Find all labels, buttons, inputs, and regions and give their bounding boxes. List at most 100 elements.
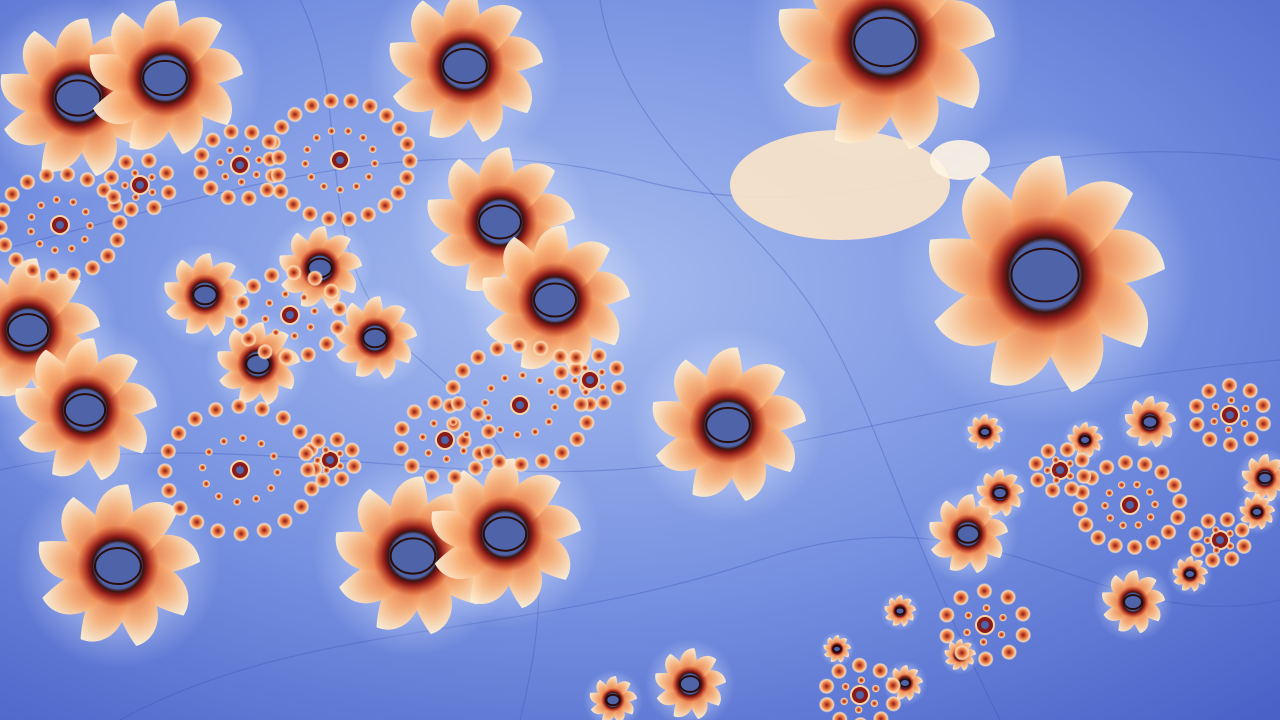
cluster-dot bbox=[449, 418, 458, 427]
cluster-center-core bbox=[1226, 411, 1234, 419]
cluster-dot bbox=[569, 431, 586, 448]
cluster-layer bbox=[0, 93, 1272, 720]
cluster-dot bbox=[344, 127, 353, 136]
cluster-dot bbox=[568, 349, 584, 366]
cluster-dot bbox=[487, 384, 496, 393]
spiral-flower bbox=[38, 484, 200, 647]
cluster-dot bbox=[885, 677, 902, 694]
flower-core bbox=[853, 16, 917, 68]
cluster-dot bbox=[273, 468, 282, 477]
cluster-dot bbox=[161, 482, 177, 499]
cluster-dot bbox=[24, 262, 41, 279]
cluster-dot bbox=[335, 449, 344, 458]
cluster-dot bbox=[345, 458, 362, 475]
cluster-dot bbox=[193, 147, 210, 163]
cluster-dot bbox=[953, 644, 970, 661]
cluster-dot bbox=[263, 267, 280, 284]
cluster-dot bbox=[447, 469, 463, 486]
spiral-flower bbox=[334, 296, 417, 379]
cluster-dot bbox=[233, 497, 242, 506]
spiral-flower bbox=[15, 338, 157, 481]
cluster-dot bbox=[99, 247, 116, 264]
cluster-dot bbox=[214, 492, 223, 501]
cluster-dot bbox=[131, 193, 140, 202]
cluster-dot bbox=[550, 403, 559, 412]
cluster-dot bbox=[81, 207, 90, 216]
cluster-dot bbox=[1015, 627, 1032, 643]
cluster-dot bbox=[1146, 513, 1155, 521]
cluster-dot bbox=[581, 388, 590, 397]
cluster-dot bbox=[105, 188, 122, 205]
cluster-dot bbox=[329, 319, 346, 336]
cluster-dot bbox=[532, 340, 549, 357]
cluster-dot bbox=[1101, 501, 1109, 510]
cluster-dot bbox=[232, 313, 249, 330]
cluster-dot bbox=[336, 462, 345, 470]
cluster-dot bbox=[870, 699, 879, 708]
cluster-dot bbox=[427, 394, 443, 411]
cluster-dot bbox=[1204, 552, 1221, 569]
cluster-dot bbox=[160, 184, 177, 201]
cluster-dot bbox=[979, 638, 988, 646]
cluster-dot bbox=[1077, 516, 1094, 533]
cluster-dot bbox=[1171, 493, 1188, 510]
flower-core bbox=[992, 486, 1008, 500]
cluster-dot bbox=[1106, 514, 1115, 522]
cluster-dot bbox=[1136, 456, 1153, 473]
flower-core bbox=[898, 678, 912, 688]
cluster-dot bbox=[1243, 430, 1259, 447]
cluster-center-core bbox=[326, 456, 334, 464]
cluster-dot bbox=[336, 185, 345, 194]
cluster-dot bbox=[552, 348, 569, 365]
cluster-dot bbox=[1212, 546, 1221, 555]
cluster-dot bbox=[1001, 644, 1017, 661]
cluster-dot bbox=[285, 196, 302, 213]
cluster-dot bbox=[257, 343, 273, 360]
cluster-dot bbox=[252, 494, 261, 503]
cluster-dot bbox=[1203, 536, 1212, 545]
spiral-flower bbox=[967, 414, 1003, 450]
spiral-flower bbox=[431, 458, 581, 609]
cluster-dot bbox=[406, 403, 423, 420]
cluster-dot bbox=[1211, 526, 1220, 534]
cluster-dot bbox=[1145, 534, 1162, 551]
cluster-dot bbox=[230, 398, 247, 415]
cluster-dot bbox=[301, 159, 310, 168]
cluster-dot bbox=[857, 676, 866, 685]
cluster-dot bbox=[314, 472, 331, 489]
cluster-dot bbox=[146, 199, 162, 216]
cluster-dot bbox=[831, 663, 847, 680]
cluster-dot bbox=[953, 589, 969, 606]
spiral-flower bbox=[823, 635, 851, 663]
cluster-dot bbox=[261, 133, 278, 150]
cluster-dot bbox=[285, 264, 302, 281]
cluster-dot bbox=[303, 480, 320, 497]
cluster-dot bbox=[300, 346, 317, 363]
cluster-dot bbox=[205, 448, 213, 456]
cluster-dot bbox=[109, 232, 126, 249]
cluster-dot bbox=[259, 181, 276, 198]
cluster-dot bbox=[1043, 466, 1052, 475]
cluster-dot bbox=[255, 156, 264, 164]
cluster-dot bbox=[271, 149, 287, 166]
cluster-dot bbox=[1153, 464, 1170, 481]
cluster-dot bbox=[79, 171, 96, 188]
cluster-dot bbox=[399, 136, 416, 153]
flower-core bbox=[192, 284, 218, 306]
cluster-dot bbox=[459, 446, 468, 455]
cluster-dot bbox=[299, 461, 316, 478]
cluster-dot bbox=[1201, 383, 1217, 400]
flower-core bbox=[482, 516, 528, 552]
cluster-dot bbox=[233, 525, 250, 542]
cluster-dot bbox=[573, 396, 590, 413]
cluster-dot bbox=[157, 462, 173, 479]
cluster-dot bbox=[368, 145, 377, 154]
cluster-dot bbox=[939, 628, 956, 644]
cluster-dot bbox=[1066, 472, 1075, 480]
cluster-dot bbox=[306, 323, 315, 331]
cluster-dot bbox=[553, 444, 570, 461]
cluster-center-core bbox=[586, 376, 594, 384]
cluster-dot bbox=[511, 337, 527, 354]
cluster-dot bbox=[27, 213, 36, 222]
